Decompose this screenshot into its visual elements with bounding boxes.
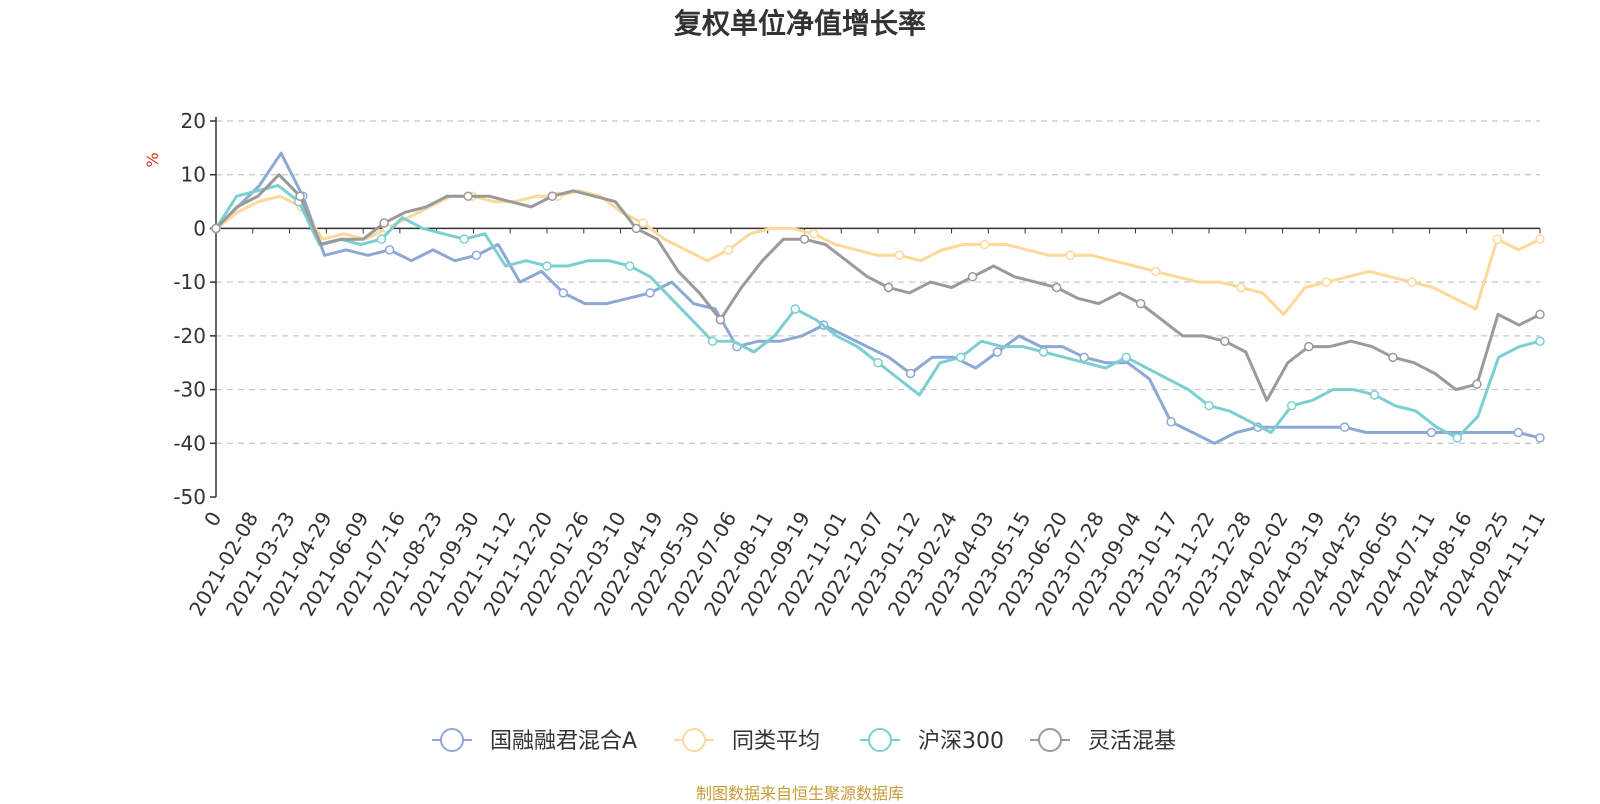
series-point bbox=[631, 223, 642, 234]
series-point bbox=[707, 336, 718, 346]
series-line-2 bbox=[214, 184, 1541, 440]
series-line-3 bbox=[214, 173, 1541, 402]
series-point bbox=[211, 223, 221, 234]
y-tick-label: 20 bbox=[181, 109, 206, 133]
series-point bbox=[379, 218, 389, 228]
series-point bbox=[1452, 433, 1462, 443]
series-point bbox=[645, 288, 655, 298]
series-point bbox=[638, 218, 648, 228]
series-point bbox=[1535, 234, 1545, 244]
y-axis-unit-label: % bbox=[143, 152, 162, 167]
series-point bbox=[723, 245, 734, 255]
series-point bbox=[715, 314, 726, 325]
legend-label[interactable]: 灵活混基 bbox=[1088, 729, 1176, 754]
series-point bbox=[625, 261, 635, 271]
y-tick-label: -30 bbox=[173, 378, 206, 402]
series-point bbox=[809, 229, 819, 239]
series-point bbox=[1150, 266, 1161, 277]
series-point bbox=[873, 357, 883, 368]
series-point bbox=[295, 191, 305, 201]
series-lines bbox=[211, 151, 1545, 445]
y-tick-label: -40 bbox=[173, 431, 206, 455]
legend-label[interactable]: 国融融君混合A bbox=[490, 729, 637, 754]
axes: 20100-10-20-30-40-5002021-02-082021-03-2… bbox=[173, 109, 1550, 620]
series-point bbox=[376, 234, 387, 244]
legend-swatch-marker bbox=[868, 728, 892, 752]
legend-swatch-marker bbox=[440, 728, 464, 752]
series-point bbox=[905, 368, 916, 379]
chart-title: 复权单位净值增长率 bbox=[673, 7, 926, 40]
series-point bbox=[1407, 277, 1417, 287]
line-chart: 20100-10-20-30-40-5002021-02-082021-03-2… bbox=[143, 109, 1550, 754]
series-point bbox=[799, 234, 810, 244]
series-point bbox=[1065, 250, 1075, 261]
series-point bbox=[894, 250, 905, 261]
series-point bbox=[1236, 282, 1246, 293]
series-point bbox=[1038, 347, 1049, 357]
series-point bbox=[1535, 309, 1545, 320]
series-point bbox=[992, 347, 1003, 357]
series-line-1 bbox=[215, 189, 1541, 316]
series-point bbox=[471, 250, 482, 261]
y-tick-label: -20 bbox=[173, 324, 206, 348]
series-point bbox=[790, 304, 800, 314]
series-point bbox=[1535, 433, 1545, 443]
series-line-0 bbox=[214, 151, 1541, 445]
series-point bbox=[883, 282, 894, 293]
series-point bbox=[1121, 352, 1131, 363]
series-point bbox=[542, 261, 552, 271]
series-point bbox=[1513, 427, 1524, 438]
series-point bbox=[1220, 336, 1230, 346]
series-point bbox=[463, 191, 473, 201]
series-point bbox=[1388, 352, 1398, 363]
series-point bbox=[1287, 400, 1297, 411]
series-point bbox=[1535, 336, 1545, 346]
legend: 国融融君混合A 同类平均 沪深300 灵活混基 bbox=[432, 728, 1176, 754]
x-tick-label: 0 bbox=[199, 508, 226, 531]
series-point bbox=[1304, 341, 1314, 352]
series-point bbox=[980, 239, 990, 250]
series-point bbox=[1204, 400, 1214, 411]
y-tick-label: 10 bbox=[181, 163, 206, 187]
y-tick-label: 0 bbox=[193, 216, 206, 240]
y-tick-label: -50 bbox=[173, 485, 206, 509]
legend-label[interactable]: 沪深300 bbox=[918, 729, 1004, 754]
series-point bbox=[1135, 298, 1146, 309]
series-point bbox=[1051, 282, 1062, 293]
series-point bbox=[1426, 427, 1437, 438]
series-point bbox=[1339, 422, 1350, 432]
series-point bbox=[1321, 277, 1332, 287]
series-point bbox=[1369, 390, 1380, 400]
series-point bbox=[956, 352, 966, 363]
series-point bbox=[1079, 352, 1089, 363]
series-point bbox=[1472, 379, 1482, 389]
legend-swatch-marker bbox=[682, 728, 706, 752]
legend-label[interactable]: 同类平均 bbox=[732, 729, 820, 754]
source-note: 制图数据来自恒生聚源数据库 bbox=[695, 784, 904, 803]
series-point bbox=[558, 288, 569, 298]
series-point bbox=[1492, 234, 1503, 244]
series-point bbox=[1166, 417, 1176, 427]
series-point bbox=[459, 234, 469, 244]
series-point bbox=[967, 272, 978, 282]
legend-swatch-marker bbox=[1038, 728, 1062, 752]
y-tick-label: -10 bbox=[173, 270, 206, 294]
series-point bbox=[384, 245, 395, 255]
series-point bbox=[547, 191, 558, 201]
